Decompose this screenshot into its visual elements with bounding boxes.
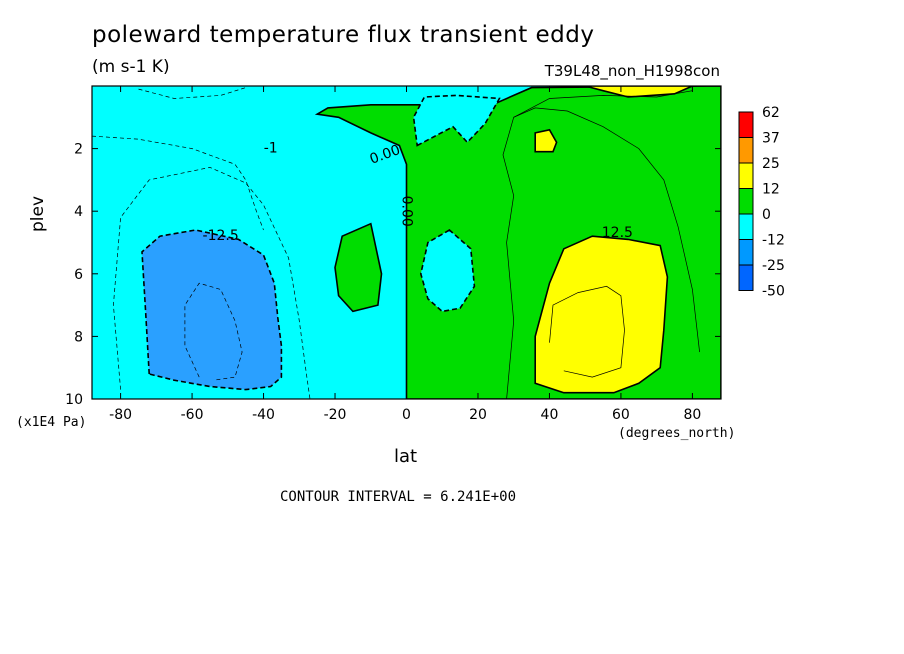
colorbar-swatch-5	[738, 239, 754, 266]
chart-units: (m s-1 K)	[92, 57, 170, 77]
x-tick-label-6: 40	[541, 407, 559, 423]
contour-line-1	[92, 135, 264, 231]
dataset-name: T39L48_non_H1998con	[544, 62, 720, 80]
contour-line-6	[513, 90, 693, 118]
x-tick-label-8: 80	[683, 407, 701, 423]
colorbar-label-7: -50	[762, 284, 785, 300]
colorbar-label-6: -25	[762, 258, 785, 274]
colorbar-swatch-0	[738, 111, 754, 138]
y-tick-label-0: 2	[74, 142, 83, 158]
contour-line-0	[113, 167, 311, 399]
contour-label-3: 12.5	[602, 225, 633, 241]
contour-region-0	[141, 229, 283, 391]
x-tick-label-2: -40	[252, 407, 275, 423]
x-tick-label-4: 0	[402, 407, 411, 423]
y-axis-label: plev	[28, 195, 48, 232]
x-tick-label-3: -20	[324, 407, 347, 423]
y-tick-label-2: 6	[74, 267, 83, 283]
x-tick-label-0: -80	[109, 407, 132, 423]
y-tick-label-3: 8	[74, 329, 83, 345]
x-tick-label-5: 20	[469, 407, 487, 423]
colorbar-label-4: 0	[762, 207, 771, 223]
y-axis-unit: (x1E4 Pa)	[16, 415, 87, 430]
colorbar-swatch-4	[738, 213, 754, 240]
x-tick-label-1: -60	[181, 407, 204, 423]
colorbar-swatch-1	[738, 137, 754, 164]
colorbar-swatch-2	[738, 162, 754, 189]
colorbar-label-0: 62	[762, 105, 780, 121]
contour-line-5	[502, 107, 700, 399]
contour-label-1: 0.00	[399, 196, 415, 227]
contour-label-2: -12.5	[203, 228, 239, 244]
colorbar-swatch-3	[738, 188, 754, 215]
contour-region-2	[412, 94, 501, 147]
colorbar-label-1: 37	[762, 131, 780, 147]
contour-region-7	[584, 86, 693, 98]
contour-region-5	[534, 235, 669, 394]
contour-region-4	[334, 222, 383, 313]
contour-region-6	[534, 128, 558, 153]
colorbar-label-3: 12	[762, 182, 780, 198]
contour-region-3	[419, 229, 476, 313]
y-tick-label-1: 4	[74, 204, 83, 220]
x-tick-label-7: 60	[612, 407, 630, 423]
y-tick-label-4: 10	[65, 392, 83, 408]
x-axis-label: lat	[394, 446, 418, 467]
colorbar-swatch-6	[738, 264, 754, 291]
x-axis-unit: (degrees_north)	[618, 426, 736, 441]
chart-title: poleward temperature flux transient eddy	[92, 22, 595, 48]
contour-interval: CONTOUR INTERVAL = 6.241E+00	[280, 489, 517, 505]
contour-line-4	[549, 285, 625, 378]
colorbar-label-5: -12	[762, 233, 785, 249]
colorbar-label-2: 25	[762, 156, 780, 172]
contour-label-4: -1	[264, 141, 278, 157]
